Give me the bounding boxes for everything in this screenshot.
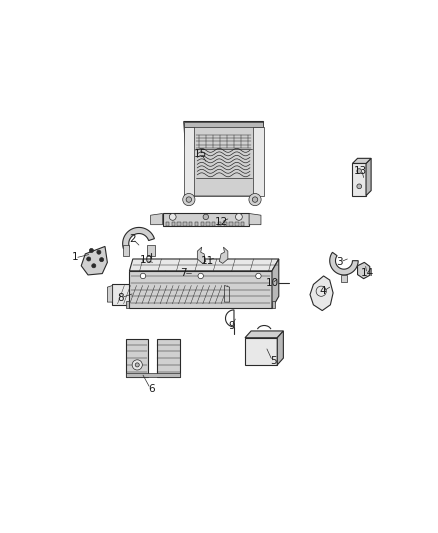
Circle shape <box>140 273 146 279</box>
Circle shape <box>236 214 242 220</box>
Circle shape <box>89 248 93 253</box>
Polygon shape <box>201 222 204 227</box>
Polygon shape <box>206 222 210 227</box>
Polygon shape <box>184 127 194 196</box>
Text: 6: 6 <box>148 384 155 394</box>
Circle shape <box>92 264 96 268</box>
Circle shape <box>357 184 362 189</box>
Polygon shape <box>353 164 366 196</box>
Circle shape <box>99 257 104 262</box>
Polygon shape <box>219 247 228 263</box>
Circle shape <box>87 257 91 261</box>
Polygon shape <box>126 373 180 377</box>
Polygon shape <box>81 246 107 275</box>
Text: 14: 14 <box>360 268 374 278</box>
Polygon shape <box>230 222 233 227</box>
Circle shape <box>183 193 195 206</box>
Polygon shape <box>353 158 371 164</box>
Polygon shape <box>277 331 283 365</box>
Polygon shape <box>366 158 371 196</box>
Circle shape <box>256 273 261 279</box>
Circle shape <box>252 197 258 203</box>
Polygon shape <box>310 276 333 311</box>
Polygon shape <box>123 228 155 249</box>
Polygon shape <box>183 222 187 227</box>
Text: 9: 9 <box>228 321 235 331</box>
Polygon shape <box>245 338 277 365</box>
Circle shape <box>132 360 142 370</box>
Text: 15: 15 <box>194 149 207 159</box>
Text: 12: 12 <box>215 217 228 227</box>
Circle shape <box>198 273 203 279</box>
Circle shape <box>186 197 191 203</box>
Polygon shape <box>148 245 155 256</box>
Circle shape <box>135 363 139 367</box>
Polygon shape <box>126 340 148 377</box>
Polygon shape <box>218 222 221 227</box>
Polygon shape <box>184 122 263 127</box>
Polygon shape <box>197 247 206 263</box>
Text: 5: 5 <box>270 356 277 366</box>
Polygon shape <box>272 302 276 308</box>
Text: 13: 13 <box>353 166 367 176</box>
Text: 10: 10 <box>140 255 153 265</box>
Polygon shape <box>341 275 347 282</box>
Polygon shape <box>184 122 264 196</box>
Polygon shape <box>156 340 180 377</box>
Polygon shape <box>245 331 283 338</box>
Polygon shape <box>253 127 264 196</box>
Polygon shape <box>249 214 261 225</box>
Polygon shape <box>126 302 130 308</box>
Circle shape <box>170 214 176 220</box>
Text: 10: 10 <box>265 278 279 288</box>
Circle shape <box>357 168 362 173</box>
Polygon shape <box>330 252 358 275</box>
Polygon shape <box>113 285 224 305</box>
Polygon shape <box>151 214 162 225</box>
Polygon shape <box>224 286 230 302</box>
Polygon shape <box>177 222 181 227</box>
Polygon shape <box>123 245 130 256</box>
Polygon shape <box>130 271 272 308</box>
Text: 7: 7 <box>180 268 187 278</box>
Circle shape <box>203 214 208 220</box>
Polygon shape <box>195 222 198 227</box>
Circle shape <box>97 250 101 254</box>
Polygon shape <box>224 222 227 227</box>
Polygon shape <box>130 259 279 271</box>
Text: 1: 1 <box>72 252 78 262</box>
Polygon shape <box>241 222 244 227</box>
Polygon shape <box>166 222 170 227</box>
Polygon shape <box>172 222 175 227</box>
Polygon shape <box>212 222 215 227</box>
Polygon shape <box>107 286 113 302</box>
Text: 4: 4 <box>320 286 326 296</box>
Circle shape <box>249 193 261 206</box>
Polygon shape <box>357 262 370 279</box>
Polygon shape <box>235 222 239 227</box>
Polygon shape <box>189 222 192 227</box>
Text: 2: 2 <box>130 233 136 244</box>
Text: 3: 3 <box>336 257 343 268</box>
Polygon shape <box>162 214 249 227</box>
Text: 11: 11 <box>201 256 214 265</box>
Polygon shape <box>272 259 279 308</box>
Text: 8: 8 <box>118 293 124 303</box>
